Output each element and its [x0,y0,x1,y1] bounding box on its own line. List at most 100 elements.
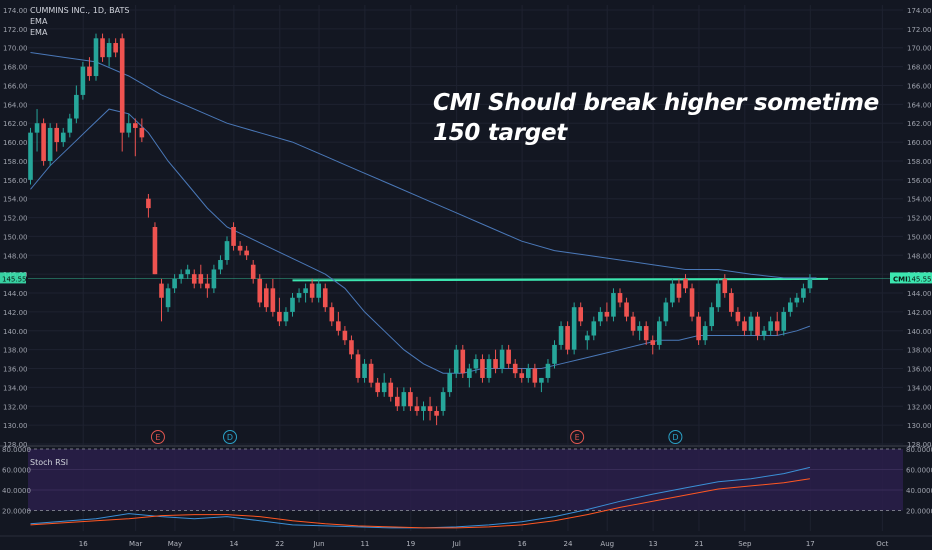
candle-body [362,363,367,378]
candle-body [290,297,295,312]
candle-body [526,368,531,378]
candle-body [453,349,459,374]
candle-body [277,311,282,322]
candle-body [152,227,158,275]
candle-body [264,288,269,308]
candle-body [761,330,767,336]
candle-body [355,354,361,378]
chart-grid [0,5,932,531]
price-tick-right: 148.00 [907,252,932,260]
candle-body [545,363,551,378]
candle-body [93,38,99,77]
candle-body [237,245,243,251]
left-price-badge-value: 145.55 [2,275,27,283]
event-marker-label: E [575,433,580,442]
candle-body [480,359,485,378]
candle-body [788,302,793,312]
stoch-tick-left: 60.0000 [2,467,31,475]
price-tick-right: 160.00 [907,139,932,147]
candle-body [296,293,302,298]
event-marker-label: D [227,433,233,442]
price-tick-left: 160.00 [3,139,28,147]
badge-price: 145.55 [907,275,932,283]
price-tick-right: 134.00 [907,384,932,392]
candle-body [591,321,597,336]
candle-body [342,330,348,341]
price-tick-right: 158.00 [907,158,932,166]
price-tick-right: 154.00 [907,196,932,204]
ema-legend-2[interactable]: EMA [30,28,48,37]
time-tick-label: 24 [563,540,572,548]
candle-body [539,377,544,383]
candle-body [643,326,649,341]
candle-body [571,307,577,350]
dividend-marker[interactable] [668,430,683,444]
ema-fast-line [30,108,811,374]
stoch-d-line [30,478,810,529]
candle-body [80,66,86,95]
annotation-line-1: CMI Should break higher sometime [433,90,879,116]
event-marker-label: D [672,433,678,442]
candle-body [224,241,230,261]
stoch-band [28,449,903,511]
earnings-marker[interactable] [150,430,165,444]
time-tick-label: 17 [806,540,815,548]
candle-body [715,283,721,308]
price-tick-right: 166.00 [907,82,932,90]
price-tick-right: 174.00 [907,7,932,15]
ema-legend-1[interactable]: EMA [30,17,48,26]
candle-body [47,127,53,161]
candle-body [270,288,276,312]
candle-body [395,396,400,407]
axes: 128.00 128.00 130.00 130.00 132.00 132.00 134.… [0,7,932,548]
candle-body [552,344,557,364]
price-tick-left: 158.00 [3,158,28,166]
price-tick-left: 134.00 [3,384,28,392]
price-tick-left: 128.00 [3,441,28,449]
price-tick-right: 162.00 [907,120,932,128]
candle-body [434,410,439,416]
ema-lines [30,52,817,374]
dividend-marker[interactable] [223,430,237,444]
candle-body [388,382,394,397]
price-tick-left: 172.00 [3,26,28,34]
time-tick-label: Sep [738,540,752,548]
time-tick-label: 22 [275,540,284,548]
candle-body [683,278,688,289]
candle-body [60,132,66,143]
candle-body [303,288,308,294]
time-tick-label: Mar [129,540,142,548]
price-tick-left: 144.00 [3,290,28,298]
candle-body [598,311,603,322]
earnings-marker[interactable] [570,430,585,444]
badge-symbol: CMI [893,275,908,283]
stoch-tick-left: 80.0000 [2,446,31,454]
candle-body [794,297,800,303]
candle-body [807,278,813,289]
candle-body [146,198,151,209]
candle-body [414,406,420,411]
candle-body [650,340,656,345]
candle-body [768,321,773,331]
price-tick-left: 142.00 [3,309,28,317]
price-tick-right: 156.00 [907,177,932,185]
candle-body [211,269,217,289]
price-tick-right: 140.00 [907,328,932,336]
candle-body [486,359,492,378]
price-badges: 145.55 CMI 145.55 [0,272,932,284]
event-marker-label: E [155,433,160,442]
stoch-rsi-legend[interactable]: Stoch RSI [30,458,69,467]
candle-body [401,392,407,407]
candle-body [198,274,204,284]
symbol-info: CUMMINS INC., 1D, BATS [30,6,130,15]
candle-body [41,123,46,161]
time-tick-label: May [168,540,182,548]
time-tick-label: 21 [694,540,703,548]
candle-body [709,307,714,327]
candle-body [283,311,289,322]
stoch-tick-left: 20.0000 [2,508,31,516]
candle-body [748,316,754,331]
candle-body [558,326,564,345]
